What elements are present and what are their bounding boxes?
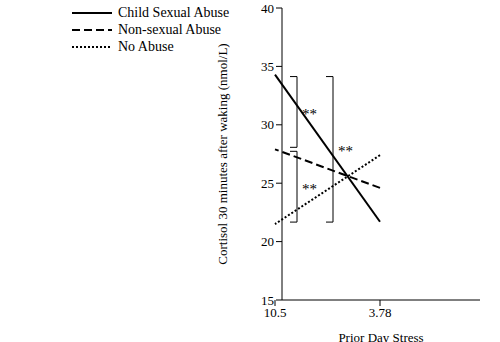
- svg-text:Prior Day Stress: Prior Day Stress: [338, 330, 423, 342]
- svg-text:Cortisol 30 minutes after waki: Cortisol 30 minutes after waking (nmol/L…: [215, 43, 230, 264]
- svg-text:25: 25: [261, 176, 274, 191]
- svg-text:3.78: 3.78: [369, 305, 392, 320]
- svg-text:**: **: [338, 143, 353, 159]
- svg-text:10.5: 10.5: [263, 305, 287, 321]
- svg-text:20: 20: [261, 234, 274, 249]
- html-text:Child Sexual Abuse: Child Sexual Abuse: [118, 4, 230, 20]
- svg-text:30: 30: [261, 117, 274, 132]
- svg-text:**: **: [302, 181, 317, 197]
- svg-text:**: **: [302, 106, 317, 122]
- html-text:No Abuse: No Abuse: [118, 38, 174, 54]
- svg-text:40: 40: [261, 1, 274, 16]
- svg-text:15: 15: [261, 293, 274, 308]
- html-text:Non-sexual Abuse: Non-sexual Abuse: [118, 21, 221, 37]
- svg-text:35: 35: [261, 59, 274, 74]
